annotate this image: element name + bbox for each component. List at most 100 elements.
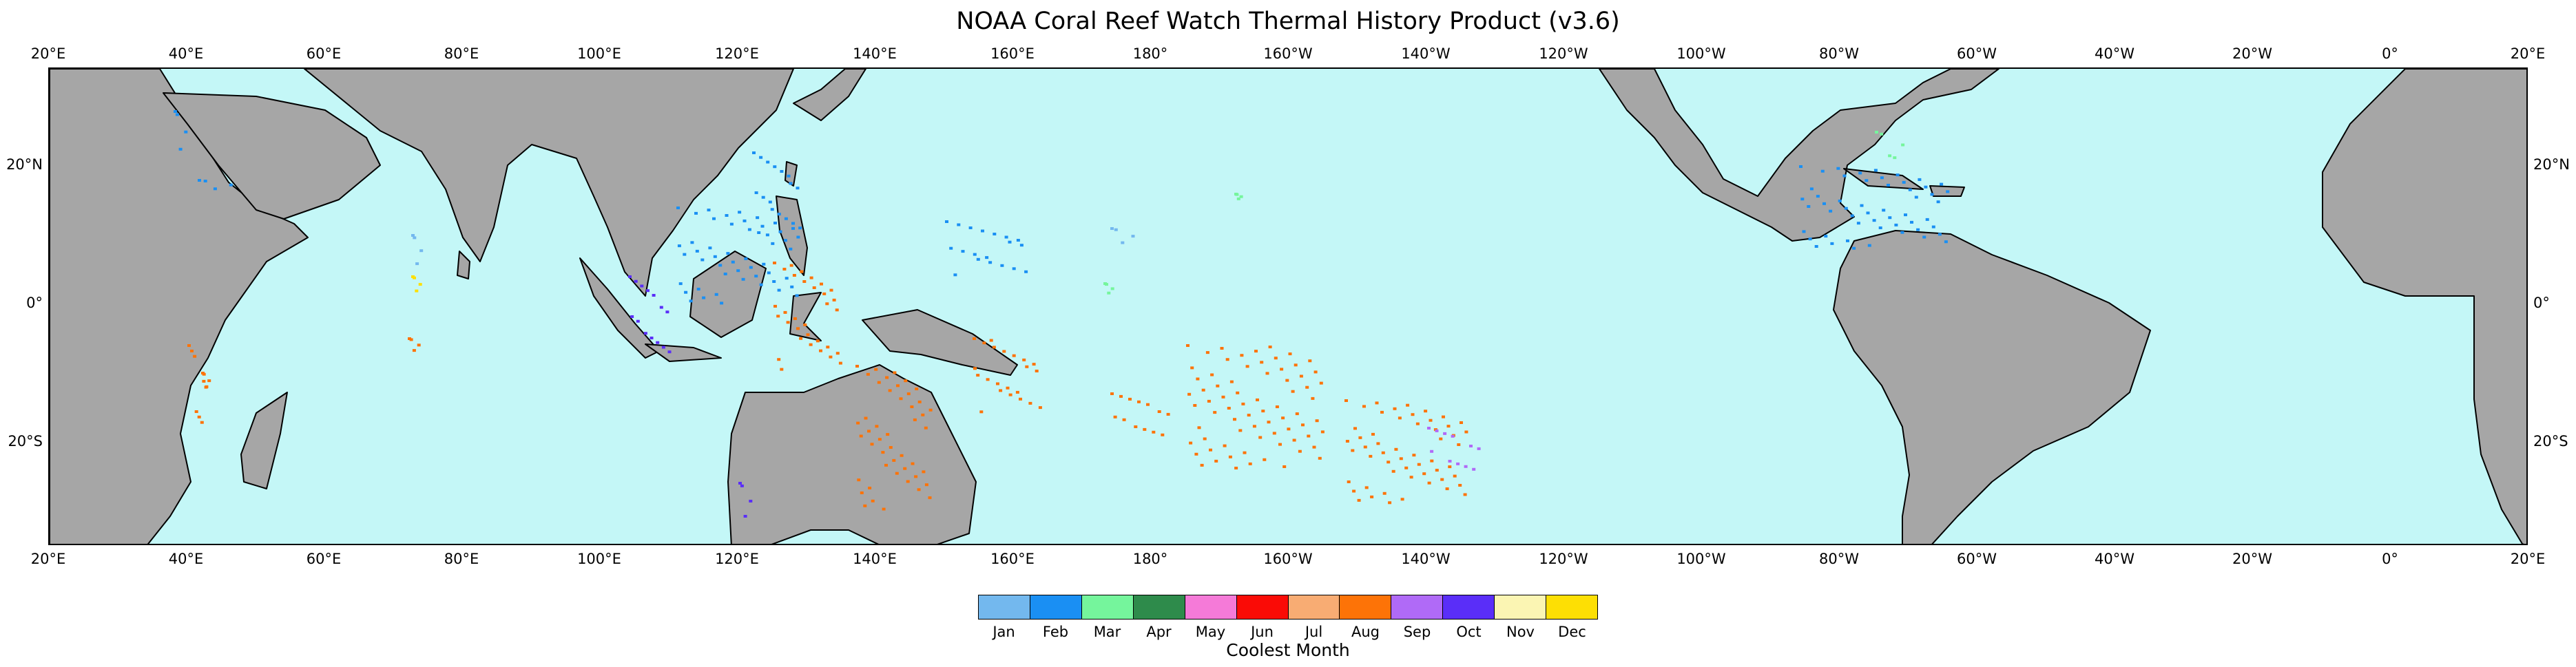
reef-pixel <box>1216 384 1220 388</box>
reef-pixel <box>1427 427 1431 430</box>
reef-pixel <box>988 261 993 264</box>
reef-pixel <box>899 397 903 401</box>
x-tick-label: 40°W <box>2095 45 2134 62</box>
reef-pixel <box>1844 207 1848 210</box>
reef-pixel <box>207 379 211 383</box>
reef-pixel <box>1221 395 1225 399</box>
reef-pixel <box>806 333 810 337</box>
reef-pixel <box>1205 351 1209 354</box>
reef-pixel <box>789 264 793 267</box>
reef-pixel <box>1895 173 1900 177</box>
reef-pixel <box>1256 398 1259 401</box>
reef-pixel <box>768 200 772 204</box>
reef-pixel <box>914 475 918 478</box>
reef-pixel <box>773 165 777 169</box>
x-tick-label: 20°E <box>30 45 66 62</box>
reef-pixel <box>949 246 953 250</box>
reef-pixel <box>1285 379 1289 382</box>
x-tick-label: 140°W <box>1401 45 1451 62</box>
colorbar-label: Mar <box>1093 624 1121 640</box>
reef-pixel <box>796 235 800 239</box>
reef-pixel <box>867 430 871 433</box>
reef-pixel <box>773 222 777 224</box>
reef-pixel <box>877 438 882 441</box>
reef-pixel <box>1453 474 1457 478</box>
landmass-arabia <box>163 92 381 220</box>
x-tick-label: 140°E <box>853 45 897 62</box>
reef-pixel <box>656 341 660 344</box>
reef-pixel <box>174 110 177 113</box>
reef-pixel <box>1019 244 1024 247</box>
reef-pixel <box>786 321 790 324</box>
x-tick-label: 180° <box>1132 551 1168 567</box>
reef-pixel <box>194 410 198 413</box>
reef-pixel <box>742 219 747 222</box>
reef-pixel <box>822 292 827 295</box>
reef-pixel <box>1446 425 1451 428</box>
reef-pixel <box>1344 399 1348 402</box>
reef-pixel <box>968 226 973 229</box>
reef-pixel <box>1370 495 1374 498</box>
reef-pixel <box>1229 380 1234 383</box>
reef-pixel <box>1364 486 1369 489</box>
reef-pixel <box>713 255 717 258</box>
reef-pixel <box>1820 169 1825 173</box>
reef-pixel <box>1866 211 1870 215</box>
reef-pixel <box>1411 413 1415 416</box>
reef-pixel <box>1214 459 1218 463</box>
x-tick-label: 20°E <box>2510 551 2546 567</box>
reef-pixel <box>1209 448 1212 452</box>
reef-pixel <box>1345 440 1349 443</box>
reef-pixel <box>838 361 842 365</box>
reef-pixel <box>1393 407 1397 410</box>
colorbar-label: Oct <box>1456 624 1482 640</box>
landmass-sri-lanka <box>457 251 470 279</box>
reef-pixel <box>886 433 890 436</box>
reef-pixel <box>415 289 419 293</box>
chart-title: NOAA Coral Reef Watch Thermal History Pr… <box>956 8 1620 35</box>
reef-pixel <box>1035 370 1039 372</box>
reef-pixel <box>796 327 800 330</box>
colorbar-label: Sep <box>1403 624 1431 640</box>
reef-pixel <box>718 264 723 267</box>
reef-pixel <box>1931 225 1935 229</box>
colorbar-title: Coolest Month <box>1226 640 1350 660</box>
reef-pixel <box>667 350 672 354</box>
reef-pixel <box>832 298 836 301</box>
reef-pixel <box>1464 465 1468 468</box>
reef-pixel <box>864 416 868 420</box>
reef-pixel <box>696 288 700 290</box>
reef-pixel <box>1028 401 1032 405</box>
landmass-new-guinea <box>862 309 1018 376</box>
reef-pixel <box>1110 287 1114 290</box>
reef-pixel <box>683 253 687 256</box>
reef-pixel <box>1201 388 1205 392</box>
colorbar-label: May <box>1195 624 1226 640</box>
reef-pixel <box>993 233 997 235</box>
reef-pixel <box>213 187 217 191</box>
reef-pixel <box>1443 432 1447 435</box>
x-tick-label: 20°W <box>2232 45 2272 62</box>
reef-pixel <box>1228 455 1232 458</box>
reef-pixel <box>979 410 984 414</box>
reef-pixel <box>1463 493 1467 496</box>
x-tick-label: 120°E <box>715 551 759 567</box>
reef-pixel <box>809 276 813 279</box>
reef-pixel <box>1938 233 1942 236</box>
reef-pixel <box>1809 187 1814 191</box>
reef-pixel <box>1888 154 1892 158</box>
reef-pixel <box>863 504 867 507</box>
reef-pixel <box>1012 354 1016 357</box>
reef-pixel <box>1852 246 1856 250</box>
reef-pixel <box>777 213 781 215</box>
reef-pixel <box>1858 171 1862 175</box>
reef-pixel <box>1382 491 1386 495</box>
reef-pixel <box>780 368 784 371</box>
reef-pixel <box>792 274 796 277</box>
reef-pixel <box>1008 393 1012 396</box>
landmass-south-america <box>1833 230 2151 544</box>
reef-pixel <box>800 270 804 273</box>
reef-pixel <box>408 337 411 340</box>
reef-pixel <box>1121 241 1125 244</box>
reef-pixel <box>1299 374 1303 378</box>
